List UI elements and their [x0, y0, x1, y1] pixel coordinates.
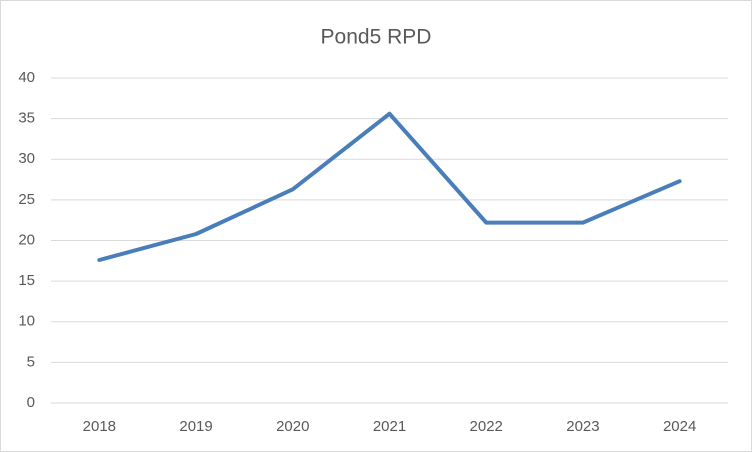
y-tick-label: 15: [18, 272, 35, 289]
y-tick-label: 10: [18, 313, 35, 330]
y-tick-label: 5: [27, 353, 35, 370]
y-tick-label: 35: [18, 110, 35, 127]
x-tick-label: 2024: [663, 418, 696, 435]
y-tick-label: 25: [18, 191, 35, 208]
x-tick-label: 2021: [373, 418, 406, 435]
line-series: [97, 111, 682, 262]
y-tick-label: 40: [18, 69, 35, 86]
x-tick-label: 2020: [276, 418, 309, 435]
y-tick-label: 30: [18, 150, 35, 167]
x-tick-label: 2022: [470, 418, 503, 435]
x-tick-label: 2019: [179, 418, 212, 435]
x-tick-label: 2018: [83, 418, 116, 435]
y-tick-label: 0: [27, 394, 35, 411]
x-tick-label: 2023: [566, 418, 599, 435]
y-tick-label: 20: [18, 231, 35, 248]
chart-title: Pond5 RPD: [321, 26, 432, 49]
